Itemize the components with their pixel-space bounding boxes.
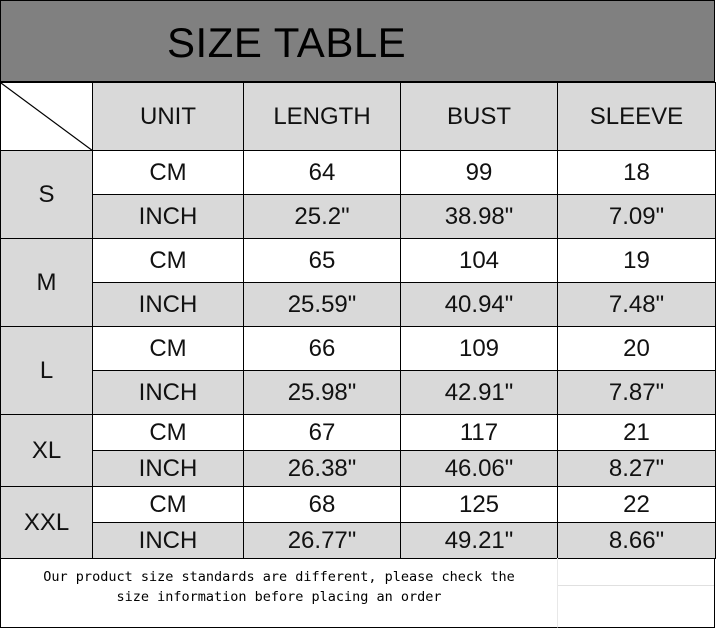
- cell-length: 67: [243, 414, 401, 451]
- cell-unit: INCH: [92, 522, 244, 559]
- table-row: L CM 66 109 20: [0, 326, 716, 415]
- cell-length: 25.2": [243, 194, 401, 239]
- cell-bust: 49.21": [400, 522, 558, 559]
- cell-length: 26.38": [243, 450, 401, 487]
- cell-unit: CM: [92, 414, 244, 451]
- cell-bust: 42.91": [400, 370, 558, 415]
- size-label: XXL: [0, 486, 93, 559]
- cell-unit: CM: [92, 238, 244, 283]
- corner-cell: [0, 82, 93, 151]
- cell-length: 25.59": [243, 282, 401, 327]
- cell-bust: 104: [400, 238, 558, 283]
- cell-unit: INCH: [92, 450, 244, 487]
- table-row: INCH 26.38" 46.06" 8.27": [1, 450, 716, 487]
- cell-sleeve: 20: [557, 326, 716, 371]
- cell-sleeve: 8.27": [557, 450, 716, 487]
- table-row: XL CM 67 117 21: [0, 414, 716, 487]
- note-line-2: size information before placing an order: [116, 589, 442, 605]
- cell-sleeve: 18: [557, 150, 716, 195]
- header-length: LENGTH: [243, 82, 401, 151]
- cell-bust: 99: [400, 150, 558, 195]
- cell-length: 26.77": [243, 522, 401, 559]
- cell-unit: CM: [92, 150, 244, 195]
- cell-bust: 38.98": [400, 194, 558, 239]
- cell-sleeve: 19: [557, 238, 716, 283]
- cell-length: 66: [243, 326, 401, 371]
- size-label: M: [0, 238, 93, 327]
- table-row: S CM 64 99 18: [0, 150, 716, 239]
- size-label: L: [0, 326, 93, 415]
- size-label: S: [0, 150, 93, 239]
- table-row: INCH 25.98" 42.91" 7.87": [1, 370, 716, 415]
- cell-unit: INCH: [92, 282, 244, 327]
- cell-length: 65: [243, 238, 401, 283]
- size-note: Our product size standards are different…: [0, 558, 557, 628]
- empty-cell: [557, 558, 715, 628]
- cell-length: 25.98": [243, 370, 401, 415]
- cell-bust: 46.06": [400, 450, 558, 487]
- cell-unit: CM: [92, 326, 244, 371]
- page-title: SIZE TABLE: [167, 19, 407, 66]
- header-row: UNIT LENGTH BUST SLEEVE: [0, 82, 716, 151]
- cell-unit: CM: [92, 486, 244, 523]
- cell-length: 68: [243, 486, 401, 523]
- cell-bust: 40.94": [400, 282, 558, 327]
- cell-sleeve: 7.09": [557, 194, 716, 239]
- cell-sleeve: 22: [557, 486, 716, 523]
- title-bar: SIZE TABLE: [0, 0, 715, 82]
- cell-bust: 109: [400, 326, 558, 371]
- table-row: INCH 25.2" 38.98" 7.09": [1, 194, 716, 239]
- cell-sleeve: 8.66": [557, 522, 716, 559]
- cell-bust: 125: [400, 486, 558, 523]
- table-row: INCH 25.59" 40.94" 7.48": [1, 282, 716, 327]
- diagonal-line-icon: [1, 83, 93, 151]
- size-table: UNIT LENGTH BUST SLEEVE S CM 64 99 18 INCH 25.…: [0, 82, 716, 559]
- header-sleeve: SLEEVE: [557, 82, 716, 151]
- header-unit: UNIT: [92, 82, 244, 151]
- cell-unit: INCH: [92, 194, 244, 239]
- table-row: M CM 65 104 19: [0, 238, 716, 327]
- table-row: XXL CM 68 125 22: [0, 486, 716, 559]
- cell-sleeve: 7.87": [557, 370, 716, 415]
- header-bust: BUST: [400, 82, 558, 151]
- note-line-1: Our product size standards are different…: [43, 569, 515, 585]
- cell-bust: 117: [400, 414, 558, 451]
- cell-length: 64: [243, 150, 401, 195]
- size-label: XL: [0, 414, 93, 487]
- table-row: INCH 26.77" 49.21" 8.66": [1, 522, 716, 559]
- cell-sleeve: 21: [557, 414, 716, 451]
- cell-unit: INCH: [92, 370, 244, 415]
- cell-sleeve: 7.48": [557, 282, 716, 327]
